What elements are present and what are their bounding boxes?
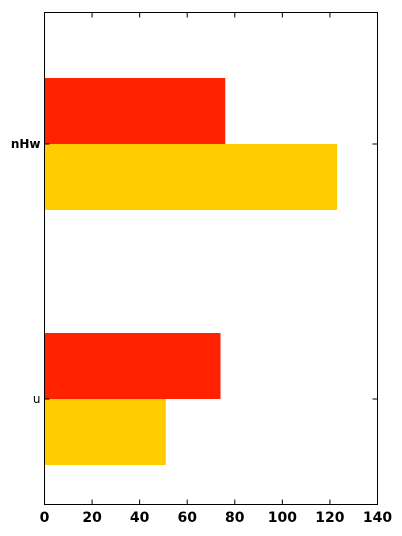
y-category-label-nhw: nHw xyxy=(11,137,41,151)
ticks-group xyxy=(44,12,378,505)
y-category-labels: nHw u xyxy=(11,137,41,406)
x-tick-label-140: 140 xyxy=(363,510,392,526)
bar-nhw-series-2 xyxy=(44,144,338,210)
bar-u-series-1 xyxy=(44,333,221,399)
x-tick-label-40: 40 xyxy=(130,510,150,526)
x-tick-label-20: 20 xyxy=(82,510,102,526)
x-tick-label-100: 100 xyxy=(268,510,297,526)
plot-frame xyxy=(44,12,378,505)
x-tick-label-80: 80 xyxy=(225,510,245,526)
x-tick-label-60: 60 xyxy=(177,510,197,526)
bars-group xyxy=(44,78,338,465)
x-tick-labels: 0 20 40 60 80 100 120 140 xyxy=(40,510,393,526)
bar-u-series-2 xyxy=(44,399,166,465)
y-category-label-u: u xyxy=(33,392,41,406)
x-tick-label-120: 120 xyxy=(315,510,344,526)
bar-nhw-series-1 xyxy=(44,78,226,144)
x-tick-label-0: 0 xyxy=(40,510,50,526)
